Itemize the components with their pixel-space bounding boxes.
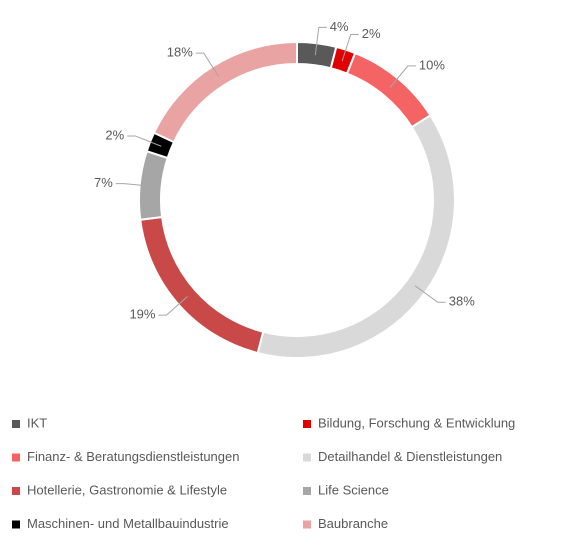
legend-swatch bbox=[303, 520, 311, 529]
legend-swatch bbox=[303, 453, 311, 462]
legend-swatch bbox=[12, 420, 20, 428]
legend-swatch bbox=[12, 487, 20, 495]
legend-swatch bbox=[12, 453, 20, 462]
legend-label: Detailhandel & Dienstleistungen bbox=[318, 449, 502, 464]
leader-line bbox=[127, 135, 162, 147]
data-label: 7% bbox=[94, 175, 113, 190]
legend-label: IKT bbox=[27, 415, 47, 430]
leader-line bbox=[414, 285, 446, 303]
leader-line bbox=[158, 296, 188, 316]
donut-segment bbox=[345, 51, 432, 129]
legend-swatch bbox=[303, 420, 311, 428]
leader-line bbox=[195, 52, 220, 77]
legend-swatch bbox=[12, 520, 20, 529]
legend-label: Bildung, Forschung & Entwicklung bbox=[318, 415, 515, 430]
leader-line bbox=[341, 34, 359, 62]
donut-segment bbox=[152, 40, 298, 144]
leader-line bbox=[389, 65, 416, 88]
data-label: 2% bbox=[362, 26, 381, 41]
legend-label: Finanz- & Beratungsdienstleistungen bbox=[27, 449, 239, 464]
legend-label: Maschinen- und Metallbauindustrie bbox=[27, 516, 229, 531]
leader-line bbox=[314, 26, 327, 56]
leader-line bbox=[115, 183, 152, 187]
legend-label: Life Science bbox=[318, 482, 389, 497]
data-label: 10% bbox=[419, 57, 445, 72]
data-label: 2% bbox=[105, 127, 124, 142]
legend-swatch bbox=[303, 487, 311, 495]
legend-label: Baubranche bbox=[318, 516, 388, 531]
data-label: 18% bbox=[167, 45, 193, 60]
data-label: 4% bbox=[330, 19, 349, 34]
donut-segment bbox=[139, 215, 265, 355]
data-label: 19% bbox=[129, 307, 155, 322]
donut-segment bbox=[256, 113, 456, 359]
legend-label: Hotellerie, Gastronomie & Lifestyle bbox=[27, 482, 227, 497]
data-label: 38% bbox=[449, 294, 475, 309]
